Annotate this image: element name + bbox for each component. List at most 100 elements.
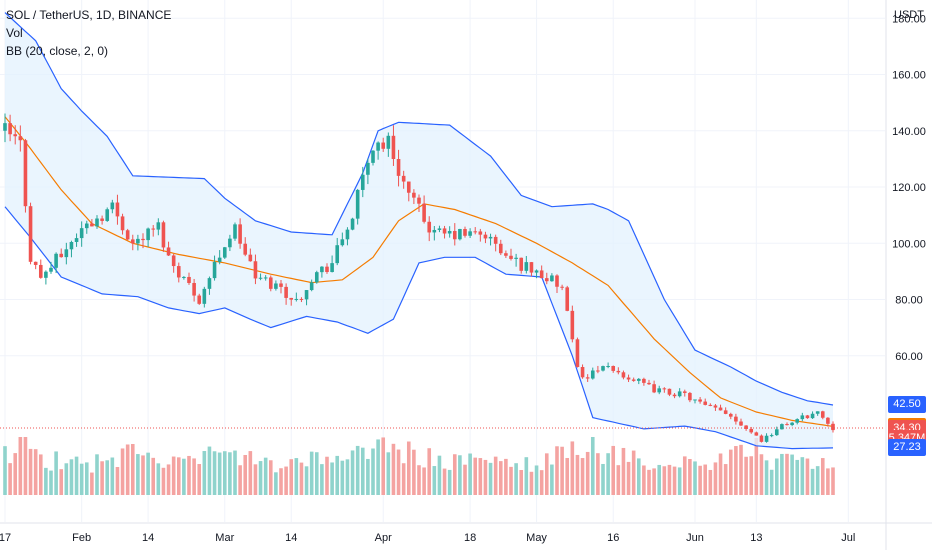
candle-body: [524, 262, 529, 271]
candle-body: [33, 261, 38, 265]
volume-bar: [820, 458, 825, 495]
candle-body: [314, 272, 319, 283]
candle-body: [437, 228, 442, 230]
volume-bar: [519, 470, 524, 495]
candle-body: [642, 378, 646, 383]
volume-bar: [815, 466, 820, 495]
volume-bar: [396, 449, 401, 495]
candle-body: [519, 257, 524, 271]
volume-bar: [483, 459, 488, 495]
volume-bar: [672, 466, 677, 495]
band-fill: [5, 12, 833, 449]
time-tick-label: 13: [750, 532, 762, 544]
volume-bar: [248, 451, 253, 495]
candle-body: [493, 236, 498, 244]
candle-body: [18, 136, 23, 141]
volume-bar: [38, 454, 43, 495]
candle-body: [74, 238, 79, 242]
volume-bar: [146, 452, 150, 495]
candle-body: [90, 223, 94, 227]
volume-bar: [238, 465, 242, 495]
candle-body: [294, 298, 299, 300]
volume-bar: [780, 453, 784, 495]
volume-bar: [161, 467, 166, 495]
candle-body: [550, 275, 554, 282]
time-tick-label: Apr: [375, 532, 392, 544]
time-axis[interactable]: 17 Feb 14 Mar 14 Apr 18 May 16 Jun 13 Jul: [0, 522, 932, 544]
volume-bar: [412, 449, 416, 495]
candle-body: [713, 405, 718, 408]
candle-body: [238, 224, 242, 244]
candle-body: [626, 377, 631, 380]
candle-body: [105, 209, 110, 221]
volume-bar: [422, 467, 426, 495]
volume-bar: [703, 464, 708, 495]
volume-bar: [176, 457, 181, 495]
volume-bar: [49, 470, 53, 495]
volume-legend[interactable]: Vol: [6, 26, 23, 40]
volume-bar: [688, 459, 692, 495]
volume-bar: [13, 453, 18, 495]
symbol-legend[interactable]: SOL / TetherUS, 1D, BINANCE: [6, 8, 172, 22]
candle-body: [217, 257, 222, 262]
volume-bar: [498, 461, 503, 495]
candle-body: [243, 243, 248, 255]
volume-bar: [570, 441, 575, 495]
volume-bar: [125, 444, 130, 495]
candle-body: [207, 278, 212, 289]
volume-bar: [350, 450, 355, 495]
volume-bar: [647, 469, 651, 495]
candle-body: [810, 413, 815, 419]
volume-bar: [728, 449, 733, 495]
candle-body: [427, 221, 432, 233]
candle-body: [647, 382, 651, 385]
volume-bar: [314, 452, 319, 495]
volume-bar: [79, 463, 84, 495]
price-axis[interactable]: USDT 60.00 80.00 100.00 120.00 140.00 160.00 18…: [885, 0, 926, 550]
candle-body: [401, 175, 406, 182]
volume-bar: [463, 464, 467, 495]
bollinger-legend[interactable]: BB (20, close, 2, 0): [6, 44, 109, 58]
time-tick-label: 18: [464, 532, 476, 544]
volume-bar: [585, 451, 590, 495]
volume-bar: [534, 465, 539, 495]
volume-bar: [54, 451, 58, 495]
candle-body: [360, 174, 365, 190]
volume-bar: [279, 468, 283, 495]
candle-body: [8, 123, 12, 135]
volume-bar: [698, 465, 702, 495]
price-tick-label: 160.00: [892, 70, 926, 82]
volume-bar: [371, 448, 375, 495]
volume-bar: [212, 451, 217, 495]
candle-body: [274, 283, 278, 289]
candle-body: [345, 229, 350, 240]
time-tick-label: 14: [142, 532, 154, 544]
candle-body: [279, 283, 283, 287]
candle-body: [636, 378, 641, 381]
volume-bar: [452, 454, 457, 495]
candle-body: [263, 277, 268, 279]
candle-body: [192, 282, 196, 296]
volume-bar: [621, 447, 626, 495]
volume-bar: [565, 457, 570, 495]
candle-body: [54, 253, 58, 268]
volume-bar: [417, 465, 421, 495]
volume-bar: [360, 447, 365, 495]
volume-bar: [28, 448, 33, 495]
volume-bar: [243, 454, 248, 495]
candle-body: [458, 228, 462, 240]
volume-bar: [23, 437, 28, 495]
candle-body: [631, 379, 636, 381]
volume-bar: [74, 456, 79, 495]
candle-body: [146, 228, 150, 241]
time-tick-label: 14: [285, 532, 297, 544]
candle-body: [585, 377, 590, 379]
upper-band-line: [4, 12, 834, 406]
volume-bar: [693, 461, 697, 495]
time-tick-label: Jun: [686, 532, 704, 544]
candle-body: [64, 249, 69, 258]
volume-bar: [44, 467, 48, 495]
candle-body: [422, 203, 426, 222]
